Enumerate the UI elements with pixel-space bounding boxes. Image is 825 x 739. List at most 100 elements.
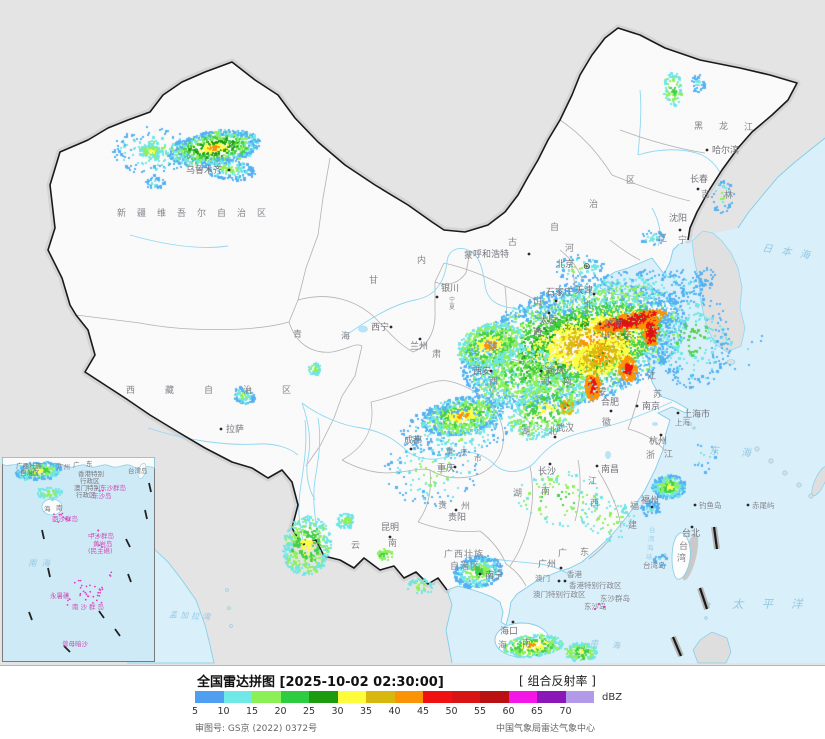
city-dot — [678, 228, 682, 232]
map-label: 浙 — [646, 449, 655, 461]
map-label: 呼和浩特 — [473, 248, 509, 260]
dbz-color-swatch — [366, 691, 395, 703]
dbz-color-swatch — [537, 691, 566, 703]
map-label: 重庆 — [437, 462, 455, 474]
island-dot — [101, 586, 103, 589]
map-label: 哈尔滨 — [712, 144, 739, 156]
map-label: 广州 — [57, 462, 70, 471]
dbz-tick: 55 — [473, 706, 487, 717]
island-dot — [87, 595, 90, 598]
map-label: 郑州 — [546, 365, 564, 377]
map-label: 拉萨 — [226, 423, 244, 435]
map-label: 海 — [498, 639, 507, 651]
map-label: 海 — [44, 504, 51, 513]
map-label: 蒙 — [464, 249, 473, 261]
city-dot — [559, 566, 563, 570]
map-label: 南宁 — [485, 569, 503, 581]
city-dot — [609, 409, 613, 413]
map-label: 广 — [73, 460, 80, 469]
map-label: 银川 — [441, 282, 459, 294]
map-label: 台北 — [682, 527, 700, 539]
island-dot — [79, 579, 82, 582]
map-label: 兰州 — [410, 340, 428, 352]
map-label: 南 — [563, 375, 572, 387]
map-label: (民主礁) — [88, 546, 113, 555]
city-dot — [595, 464, 599, 468]
map-label: 海 — [612, 641, 621, 650]
dbz-colorbar — [195, 691, 594, 703]
dbz-tick: 45 — [416, 706, 430, 717]
city-dot — [690, 525, 694, 529]
map-label: 贵阳 — [448, 511, 466, 523]
city-dot — [227, 168, 231, 172]
map-label: 东 — [709, 445, 720, 457]
dbz-color-swatch — [337, 691, 366, 703]
city-dot — [453, 465, 457, 469]
city-dot — [563, 579, 567, 583]
map-label: 吉 — [701, 189, 710, 200]
dbz-color-swatch — [394, 691, 423, 703]
map-label: 青 — [293, 328, 302, 340]
dbz-tick: 20 — [274, 706, 287, 717]
dbz-tick: 25 — [302, 706, 316, 717]
map-label: 云 — [351, 541, 360, 551]
dbz-tick: 50 — [445, 706, 458, 717]
product-name: [ 组合反射率 ] — [519, 674, 596, 688]
dbz-color-swatch — [252, 691, 281, 703]
city-dot — [435, 295, 439, 299]
map-label: 西沙群岛 — [52, 514, 78, 523]
map-label: 治 — [589, 198, 598, 210]
map-label: 市 — [474, 453, 482, 463]
map-label: 永暑礁 — [50, 591, 70, 600]
island-dot — [80, 584, 83, 587]
map-label: 南 — [590, 639, 600, 648]
city-dot — [478, 572, 482, 576]
map-label: 自 — [550, 221, 559, 233]
map-label: 庆 — [460, 447, 468, 457]
island-dot — [77, 579, 80, 582]
map-label: 东沙岛 — [92, 491, 112, 500]
island-dot — [92, 595, 95, 598]
island-dot — [110, 571, 113, 574]
city-dot — [454, 508, 458, 512]
city-dot — [409, 447, 413, 451]
map-label: 古 — [508, 236, 517, 248]
map-label: 建 — [628, 519, 637, 531]
island-dot — [89, 590, 92, 593]
map-label: 苏 — [653, 388, 662, 400]
map-label: 赤尾屿 — [752, 501, 775, 510]
map-label: 南沙群岛 — [72, 602, 106, 611]
island-dot — [101, 588, 104, 591]
map-label: 贵 — [438, 499, 447, 511]
map-label: 湾 — [648, 534, 655, 543]
city-dot — [553, 435, 557, 439]
map-label: 北京 — [556, 258, 574, 270]
island-dot — [94, 585, 96, 588]
map-label: 台 — [649, 525, 656, 534]
map-label: 江 — [744, 122, 753, 133]
map-label: 西 — [590, 498, 599, 509]
map-label: 南 — [388, 537, 397, 549]
map-label: 山 — [533, 296, 542, 307]
map-label: 太平洋 — [732, 597, 821, 611]
map-label: 西 — [533, 327, 542, 338]
map-label: 广州 — [538, 558, 556, 570]
map-label: 长春 — [690, 173, 708, 185]
map-label: 成都 — [404, 434, 422, 446]
map-label: 海 — [647, 543, 654, 552]
map-label: 东沙群岛 — [100, 483, 126, 492]
map-label: 长沙 — [538, 465, 556, 477]
city-dot — [527, 252, 531, 256]
map-label: 西安 — [473, 365, 491, 377]
city-dot — [676, 411, 680, 415]
map-label: 海 — [741, 447, 753, 459]
map-label: 东 — [86, 459, 93, 468]
city-dot — [489, 369, 493, 373]
map-label: 龙 — [719, 120, 728, 132]
island-dot — [597, 602, 601, 606]
mosaic-title: 全国雷达拼图 [2025-10-02 02:30:00] — [197, 675, 444, 690]
city-dot — [746, 503, 750, 507]
map-label: 陕 — [489, 341, 498, 353]
map-label: 东 — [580, 546, 589, 558]
map-label: 中沙群岛 — [88, 531, 114, 540]
